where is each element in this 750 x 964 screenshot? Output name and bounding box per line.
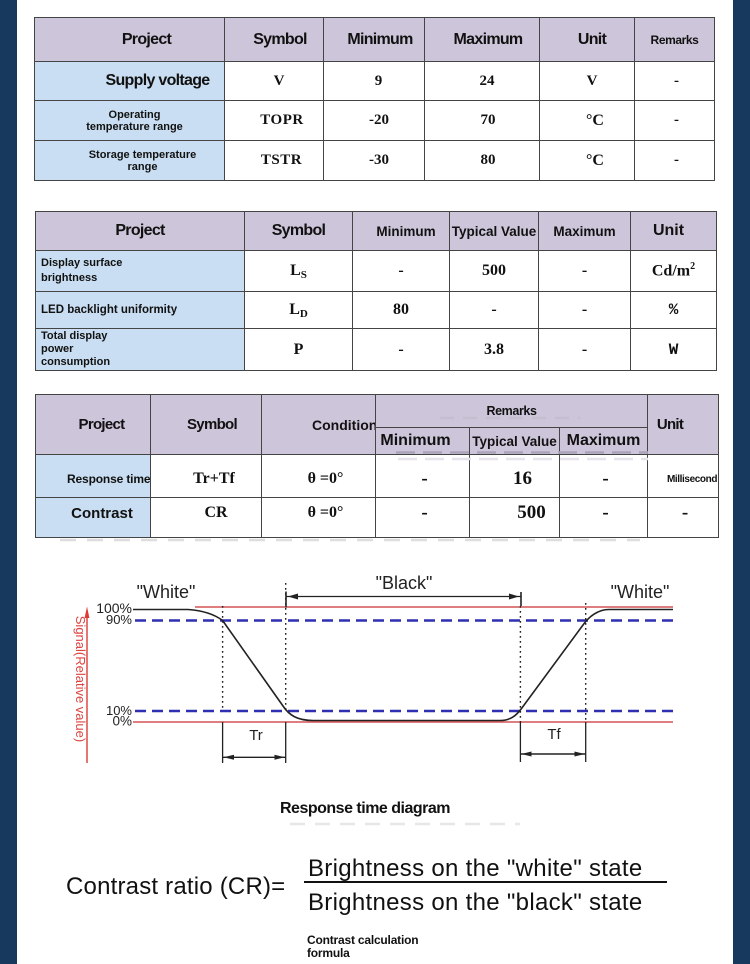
svg-text:Tr: Tr — [249, 727, 263, 744]
svg-text:100%: 100% — [96, 600, 132, 616]
svg-text:90%: 90% — [106, 612, 132, 627]
svg-text:Tf: Tf — [547, 726, 561, 743]
svg-text:Signal(Relative value): Signal(Relative value) — [73, 616, 88, 742]
svg-text:"White": "White" — [137, 582, 196, 602]
svg-text:"Black": "Black" — [376, 573, 433, 593]
svg-text:"White": "White" — [611, 582, 670, 602]
svg-text:0%: 0% — [112, 714, 132, 729]
svg-text:10%: 10% — [106, 703, 132, 718]
